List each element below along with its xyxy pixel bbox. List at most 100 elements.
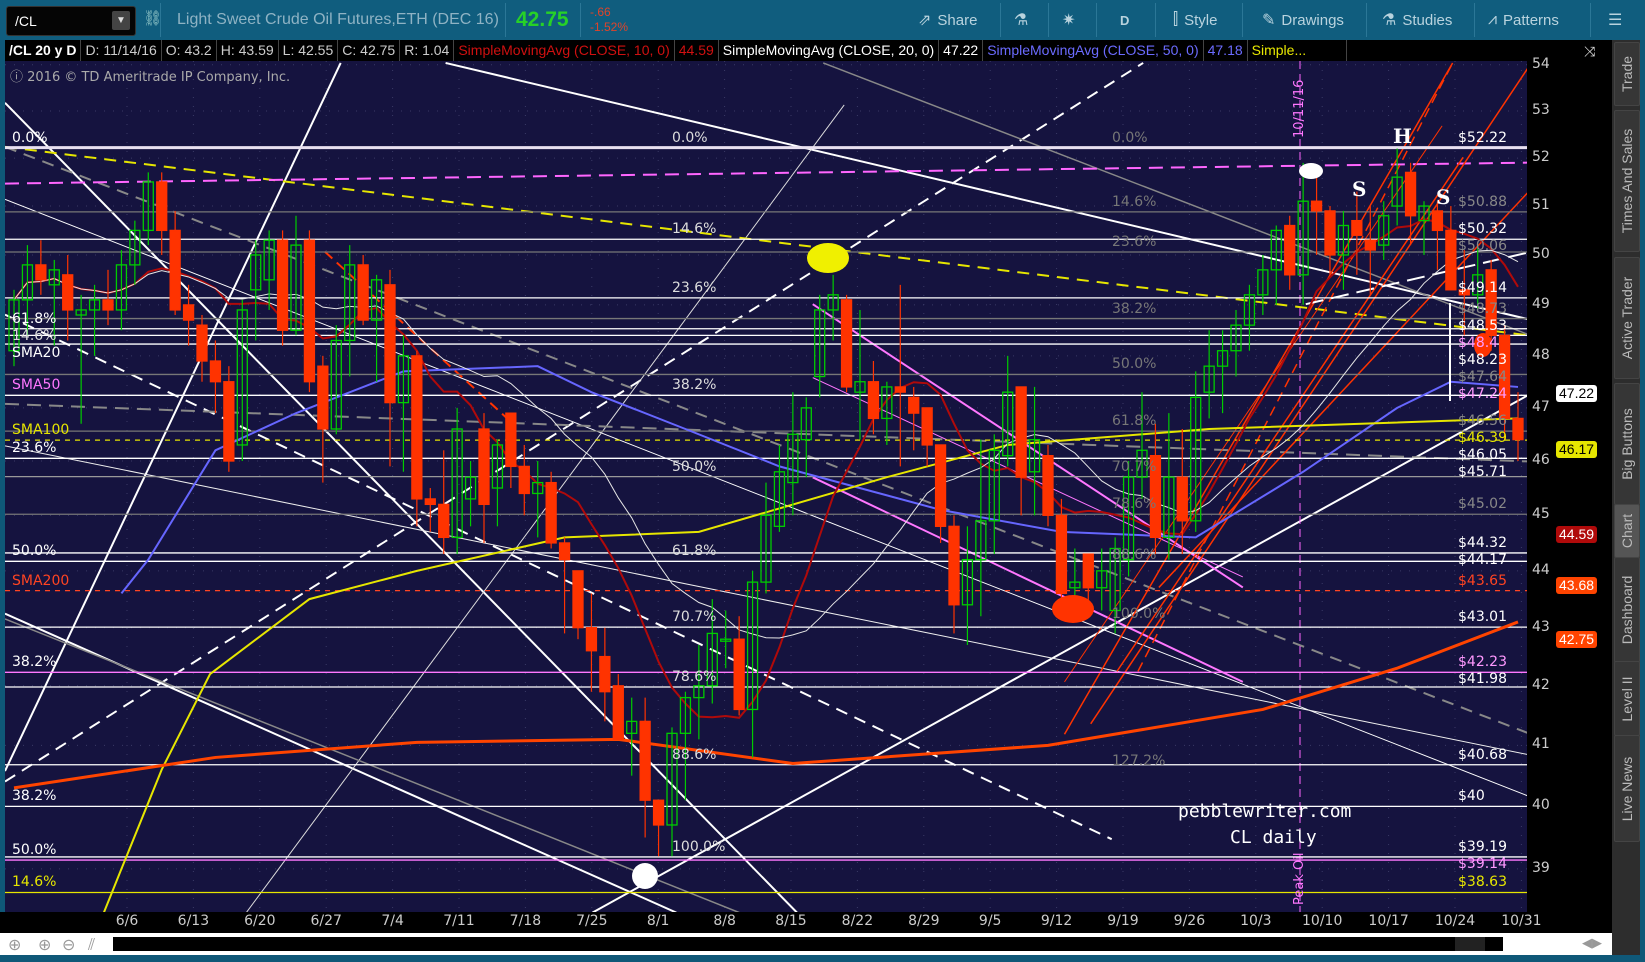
date-tick: 6/27: [310, 913, 342, 929]
legend-sma10-label[interactable]: SimpleMovingAvg (CLOSE, 10, 0): [454, 40, 675, 61]
candle: [720, 610, 732, 669]
side-tab-active-trader[interactable]: Active Trader: [1614, 257, 1640, 379]
candle: [867, 361, 880, 435]
time-scrollbar[interactable]: [113, 937, 1503, 951]
period-button[interactable]: D: [1120, 0, 1129, 40]
share-button[interactable]: ⇗ Share: [918, 0, 977, 40]
candle-body: [48, 269, 60, 286]
candle-body: [21, 264, 34, 301]
candle: [1472, 245, 1484, 310]
candle: [317, 355, 329, 483]
candle-body: [397, 355, 410, 404]
side-tab-times-and-sales[interactable]: Times And Sales: [1614, 110, 1640, 252]
candle: [384, 269, 396, 467]
price-level-label: $38.63: [1458, 874, 1507, 891]
divider: [580, 3, 581, 37]
patterns-label: Patterns: [1503, 11, 1559, 29]
expand-horizontal-icon[interactable]: ◀▶: [1582, 936, 1602, 951]
candle: [1324, 206, 1336, 275]
price-level-label: $46.05: [1458, 447, 1507, 464]
vline-date-label: 10/11/16: [1292, 79, 1307, 138]
menu-button[interactable]: ☰: [1608, 0, 1622, 40]
side-tab-live-news[interactable]: Live News: [1614, 735, 1640, 842]
studies-button[interactable]: ⚗ Studies: [1382, 0, 1452, 40]
candle-body: [1337, 224, 1350, 256]
scrollbar-thumb[interactable]: [1455, 937, 1485, 951]
candle-body: [1002, 391, 1014, 457]
price-tick: 48: [1532, 346, 1550, 363]
candle-body: [961, 559, 974, 606]
candle-body: [1163, 476, 1175, 539]
side-tab-trade[interactable]: Trade: [1614, 42, 1640, 106]
symbol-dropdown-icon[interactable]: ▼: [112, 11, 130, 30]
divider: [1242, 3, 1243, 37]
price-level-label: $40: [1458, 788, 1485, 805]
zoom-out-icon[interactable]: ⊖: [62, 935, 76, 954]
settings-button[interactable]: ✷: [1062, 0, 1075, 40]
candle-body: [800, 407, 812, 441]
candle-body: [276, 239, 289, 331]
toolbar: /CL ▼ ⛓ Light Sweet Crude Oil Futures,ET…: [0, 0, 1645, 40]
candlestick-icon: ⫿: [1173, 11, 1179, 28]
candle: [1310, 177, 1323, 255]
candle: [1002, 355, 1014, 467]
net-change: -.66 -1.52%: [590, 5, 628, 35]
candle-body: [1418, 205, 1430, 222]
date-tick: 7/25: [576, 913, 608, 929]
style-button[interactable]: ⫿ Style: [1173, 0, 1217, 40]
fib-label-left: 38.2%: [12, 788, 57, 805]
price-tick: 53: [1532, 102, 1550, 118]
date-tick: 10/17: [1368, 913, 1409, 929]
candle-body: [250, 254, 262, 291]
legend-sma-more[interactable]: Simple...: [1248, 40, 1348, 61]
legend-sma20-label[interactable]: SimpleMovingAvg (CLOSE, 20, 0): [719, 40, 940, 61]
fib-label-left: 23.6%: [12, 440, 57, 457]
candle: [545, 471, 557, 549]
candle-body: [102, 299, 114, 311]
link-icon[interactable]: ⛓: [143, 10, 163, 27]
candle-body: [545, 481, 557, 544]
candle: [397, 335, 410, 472]
side-tab-dashboard[interactable]: Dashboard: [1614, 557, 1640, 663]
price-level-label: $42.23: [1458, 654, 1507, 671]
side-tab-big-buttons[interactable]: Big Buttons: [1614, 383, 1640, 505]
date-tick: 7/18: [509, 913, 542, 929]
candle-body: [599, 655, 611, 693]
candle-body: [666, 732, 678, 826]
fib-label-mid: 50.0%: [672, 458, 717, 475]
fib-label-right: 23.6%: [1112, 234, 1157, 251]
candle: [1149, 423, 1162, 555]
drawings-button[interactable]: ✎ Drawings: [1262, 0, 1344, 40]
candle: [250, 240, 262, 341]
crosshair-icon[interactable]: ⊕: [8, 935, 22, 954]
symbol-input[interactable]: /CL ▼: [6, 6, 136, 36]
candle: [1122, 461, 1135, 577]
trendline: [1305, 251, 1527, 306]
zoom-in-icon[interactable]: ⊕: [38, 935, 52, 954]
price-axis[interactable]: [1527, 40, 1612, 933]
drawing-lines-icon[interactable]: ⫽: [88, 935, 96, 954]
candle: [438, 450, 450, 555]
trendline: [822, 62, 1527, 335]
fib-label-mid: 14.6%: [672, 221, 717, 238]
candle: [626, 697, 638, 776]
candle: [1351, 191, 1363, 275]
sma100-line: [103, 417, 1519, 912]
trendline: [5, 145, 1527, 337]
date-axis[interactable]: [0, 912, 1612, 933]
fib-label-right: 78.6%: [1112, 496, 1157, 513]
right-shoulder-marker: S: [1436, 185, 1451, 209]
date-tick: 7/4: [381, 913, 404, 929]
patterns-button[interactable]: ⩘ Patterns: [1488, 0, 1559, 40]
candle: [223, 366, 235, 472]
candle-body: [612, 685, 624, 740]
flask-button[interactable]: ⚗: [1014, 0, 1028, 40]
legend-sma50-label[interactable]: SimpleMovingAvg (CLOSE, 50, 0): [983, 40, 1204, 61]
candle-body: [1404, 171, 1417, 217]
side-tab-chart[interactable]: Chart: [1614, 504, 1640, 558]
candle-body: [88, 299, 101, 311]
autoscale-icon[interactable]: ⤨: [1584, 44, 1596, 60]
side-tab-level-ii[interactable]: Level II: [1614, 661, 1640, 736]
candle-body: [1485, 269, 1497, 336]
candle-body: [1284, 224, 1296, 276]
